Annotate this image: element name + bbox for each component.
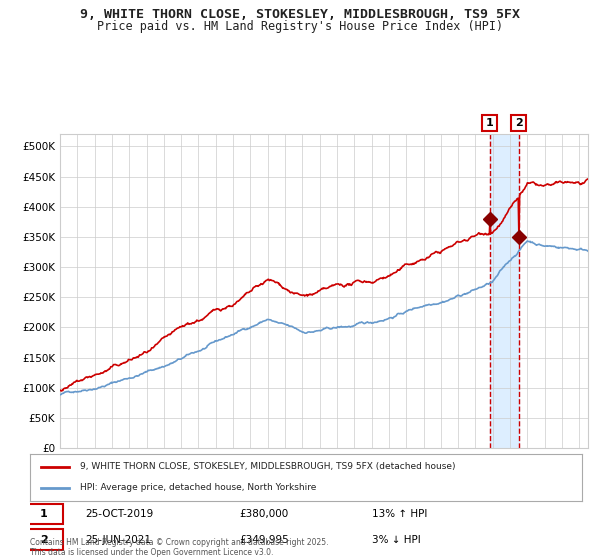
Text: 1: 1	[40, 509, 47, 519]
Text: Price paid vs. HM Land Registry's House Price Index (HPI): Price paid vs. HM Land Registry's House …	[97, 20, 503, 32]
Text: 2: 2	[515, 118, 523, 128]
FancyBboxPatch shape	[25, 504, 63, 524]
Text: 9, WHITE THORN CLOSE, STOKESLEY, MIDDLESBROUGH, TS9 5FX (detached house): 9, WHITE THORN CLOSE, STOKESLEY, MIDDLES…	[80, 463, 455, 472]
Text: £380,000: £380,000	[240, 509, 289, 519]
Text: 25-OCT-2019: 25-OCT-2019	[85, 509, 154, 519]
Text: 25-JUN-2021: 25-JUN-2021	[85, 534, 151, 544]
FancyBboxPatch shape	[25, 529, 63, 549]
Text: 13% ↑ HPI: 13% ↑ HPI	[372, 509, 428, 519]
Text: £349,995: £349,995	[240, 534, 290, 544]
Text: 9, WHITE THORN CLOSE, STOKESLEY, MIDDLESBROUGH, TS9 5FX: 9, WHITE THORN CLOSE, STOKESLEY, MIDDLES…	[80, 8, 520, 21]
Text: 3% ↓ HPI: 3% ↓ HPI	[372, 534, 421, 544]
Text: HPI: Average price, detached house, North Yorkshire: HPI: Average price, detached house, Nort…	[80, 483, 316, 492]
Text: Contains HM Land Registry data © Crown copyright and database right 2025.
This d: Contains HM Land Registry data © Crown c…	[30, 538, 329, 557]
Text: 2: 2	[40, 534, 47, 544]
Text: 1: 1	[486, 118, 494, 128]
Bar	[490, 134, 518, 448]
